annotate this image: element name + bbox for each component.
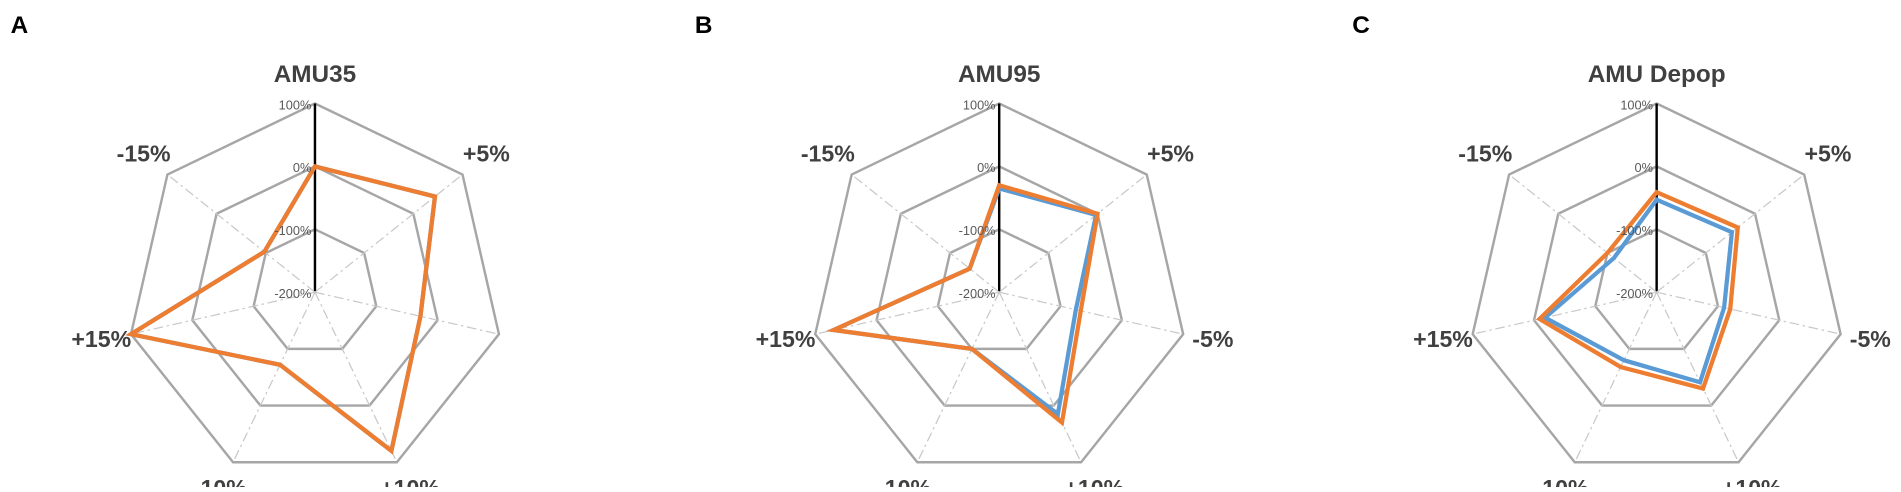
spoke [130,291,316,335]
grid-ring [813,102,1185,464]
category-label: -10% [193,475,247,487]
spoke [916,291,1000,463]
category-label: +5% [1805,141,1852,167]
spoke [232,291,316,463]
r-tick-label: 100% [279,97,312,112]
r-tick-label: 100% [963,97,996,112]
r-tick-label: 0% [1635,160,1653,175]
category-label: -5% [1850,326,1891,352]
grid-ring [1594,227,1720,351]
grid-ring [190,165,439,407]
panel-label: A [11,12,29,39]
category-label: +15% [71,326,131,352]
r-tick-label: -100% [274,223,311,238]
grid-ring [1532,165,1781,407]
spoke [1574,291,1658,463]
grid-ring [252,227,378,351]
series-line [125,163,438,455]
category-label: -15% [801,141,855,167]
grid-ring [1471,102,1842,464]
spoke [998,291,1082,463]
chart-title: AMU35 [274,61,356,88]
grid-ring [129,102,501,464]
spoke [1508,174,1658,293]
spoke [1656,291,1740,463]
r-tick-label: 0% [293,160,311,175]
category-label: -5% [1192,326,1233,352]
spoke [1472,291,1657,335]
spoke [314,174,463,293]
grid-ring [936,227,1062,351]
category-label: +10% [380,475,440,487]
series-line [1536,189,1741,392]
spoke [851,174,1000,293]
category-label: -15% [1458,141,1512,167]
category-label: -10% [1535,475,1589,487]
chart-title: AMU95 [958,61,1040,88]
spoke [998,174,1148,293]
spoke [314,291,500,335]
category-label: +5% [1147,141,1194,167]
spoke [999,291,1184,335]
chart-title: AMU Depop [1588,61,1726,88]
series-line [125,163,438,455]
series-line [1541,197,1735,385]
r-tick-label: 100% [1620,97,1653,112]
spoke [167,174,316,293]
r-tick-label: -100% [959,223,996,238]
category-label: +15% [1413,326,1473,352]
category-label: -15% [117,141,171,167]
series-line [825,182,1100,427]
spoke [1656,174,1805,293]
category-label: +5% [463,141,510,167]
r-tick-label: -100% [1616,223,1653,238]
spoke [314,291,398,463]
r-tick-label: 0% [977,160,995,175]
r-tick-label: -200% [959,286,996,301]
spoke [1656,291,1841,335]
spoke [815,291,1000,335]
r-tick-label: -200% [274,286,311,301]
r-tick-label: -200% [1616,286,1653,301]
panel-label: C [1352,12,1370,39]
category-label: +10% [1722,475,1782,487]
category-label: +15% [756,326,816,352]
panel-label: B [695,12,713,39]
category-label: -10% [877,475,931,487]
category-label: +10% [1064,475,1124,487]
grid-ring [875,165,1124,407]
